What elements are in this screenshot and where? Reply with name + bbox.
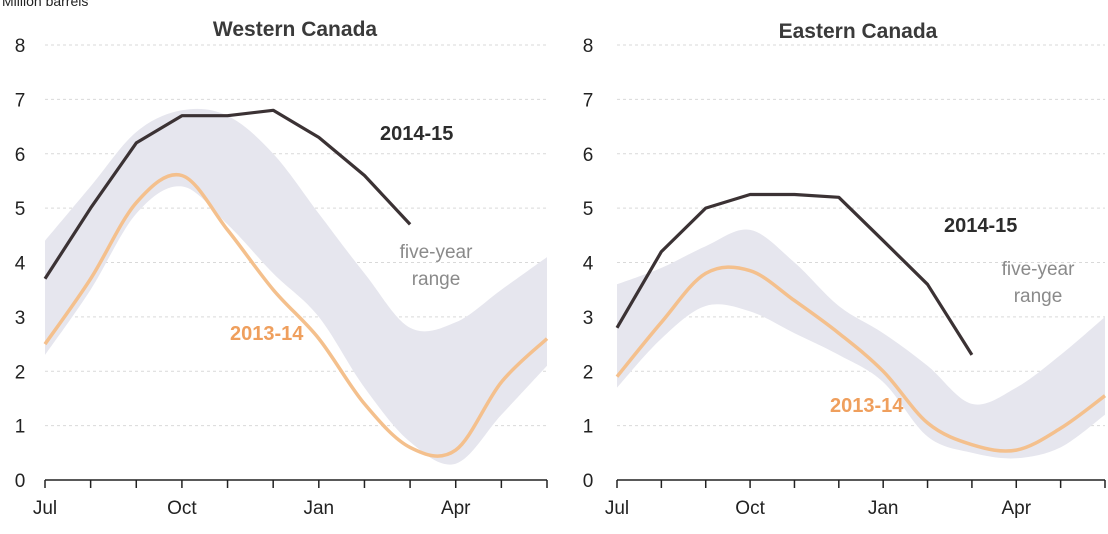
label-2014-15: 2014-15 <box>380 123 453 145</box>
y-tick-label: 2 <box>583 362 594 383</box>
label-2013-14: 2013-14 <box>830 395 904 417</box>
y-tick-label: 2 <box>15 362 26 383</box>
y-tick-label: 4 <box>15 254 26 275</box>
y-tick-label: 8 <box>15 36 26 57</box>
five-year-range-band <box>45 108 547 465</box>
x-tick-label: Oct <box>735 498 765 519</box>
y-tick-label: 5 <box>583 199 594 220</box>
y-tick-label: 7 <box>583 90 594 111</box>
y-tick-label: 7 <box>15 90 26 111</box>
series-line-2014-15 <box>615 192 974 356</box>
x-tick-label: Jan <box>303 498 334 519</box>
label-five-year: five-year <box>1002 259 1076 280</box>
label-range: range <box>412 269 461 290</box>
x-tick-label: Jul <box>33 498 57 519</box>
series-line-2013-14 <box>615 265 1107 453</box>
label-range: range <box>1014 286 1063 307</box>
series-line-2013-14 <box>43 172 549 458</box>
chart-title: Eastern Canada <box>779 20 938 43</box>
y-tick-label: 0 <box>15 471 26 492</box>
label-2014-15: 2014-15 <box>944 215 1017 237</box>
y-tick-label: 1 <box>15 417 26 438</box>
y-tick-label: 4 <box>583 254 594 275</box>
five-year-range-band <box>617 229 1105 459</box>
y-tick-label: 0 <box>583 471 594 492</box>
y-unit-label: Million barrels <box>2 0 89 9</box>
y-tick-label: 3 <box>15 308 26 329</box>
x-tick-label: Jul <box>605 498 629 519</box>
chart-panel-0: Western Canada 0 1 2 3 4 5 6 7 8 Jul Oct Jan Apr 2014-… <box>15 18 549 519</box>
x-tick-label: Apr <box>441 498 471 519</box>
x-tick-label: Jan <box>868 498 899 519</box>
chart-title: Western Canada <box>213 18 377 41</box>
y-tick-label: 6 <box>583 145 594 166</box>
x-tick-label: Apr <box>1001 498 1031 519</box>
y-tick-label: 1 <box>583 417 594 438</box>
label-2013-14: 2013-14 <box>230 323 304 345</box>
y-tick-label: 6 <box>15 145 26 166</box>
label-five-year: five-year <box>400 242 474 263</box>
series-line-2014-15 <box>43 108 412 280</box>
x-tick-label: Oct <box>167 498 197 519</box>
y-tick-label: 5 <box>15 199 26 220</box>
y-tick-label: 8 <box>583 36 594 57</box>
chart-panel-1: Eastern Canada 0 1 2 3 4 5 6 7 8 Jul Oct Jan Apr 2014-… <box>583 20 1107 519</box>
y-tick-label: 3 <box>583 308 594 329</box>
